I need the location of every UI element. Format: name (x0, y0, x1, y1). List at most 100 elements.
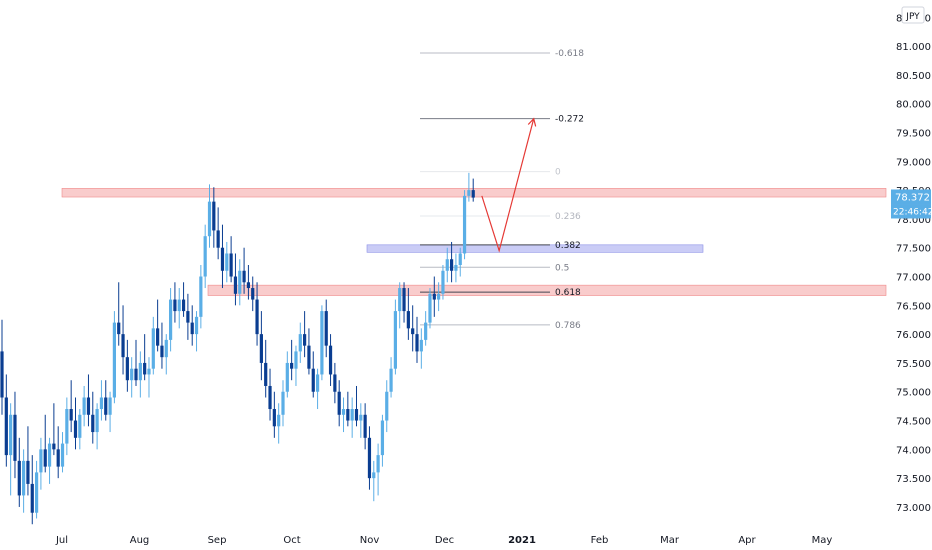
candle (359, 403, 363, 438)
candle-body (108, 397, 112, 415)
candle-body (13, 414, 17, 461)
time-tick-label: Apr (738, 535, 756, 546)
candle-body (294, 351, 298, 369)
candle (130, 357, 134, 398)
candle-body (471, 190, 475, 198)
candle (134, 339, 138, 386)
candle (385, 380, 389, 433)
candle (324, 299, 328, 358)
fib-level-label: 0.618 (555, 288, 581, 298)
candle (233, 253, 238, 306)
red-zone[interactable] (207, 284, 887, 296)
time-tick-label: Nov (360, 535, 380, 546)
candle (277, 403, 281, 444)
candle-body (207, 201, 212, 237)
candle-body (462, 195, 467, 254)
candle-body (0, 351, 4, 398)
candle (437, 282, 441, 312)
candle (424, 311, 428, 346)
candle (441, 265, 445, 300)
candle (177, 288, 181, 329)
candle-body (246, 282, 251, 289)
time-axis[interactable]: Jul Aug Sep Oct Nov Dec 2021 Feb Mar Apr May (55, 535, 832, 546)
last-price-marker: 78.372 22:46:42 (891, 189, 932, 219)
candle-body (199, 276, 203, 317)
candle-body (99, 397, 104, 410)
candle-body (290, 362, 294, 369)
candle-body (143, 362, 147, 375)
bar-countdown: 22:46:42 (893, 207, 932, 217)
candle-body (52, 443, 56, 450)
candle (467, 172, 471, 202)
candle-body (39, 449, 43, 473)
candle (86, 374, 91, 427)
projection-path[interactable] (481, 118, 535, 253)
candle (402, 282, 406, 323)
countdown-tag (891, 204, 931, 219)
candle-body (449, 259, 454, 271)
fib-level-label: -0.618 (555, 49, 584, 59)
candle-body (104, 397, 108, 415)
candle (30, 455, 34, 525)
candle (454, 253, 458, 283)
candle-body (181, 299, 186, 312)
candle (22, 449, 26, 513)
time-tick-label: Feb (591, 535, 609, 546)
price-axis[interactable]: 73.000 73.500 74.000 74.500 75.000 75.500 76.0… (896, 13, 931, 514)
candle-body (147, 368, 151, 375)
last-price-value: 78.372 (895, 192, 930, 203)
candle-body (437, 293, 441, 300)
candle (445, 247, 449, 283)
candle (117, 282, 121, 346)
candle-body (194, 316, 199, 335)
candle-body (30, 483, 34, 513)
candle-body (298, 334, 302, 352)
candle (415, 316, 419, 363)
time-tick-label: Oct (283, 535, 300, 546)
candle (350, 397, 354, 438)
candle-body (285, 362, 289, 392)
candle (56, 426, 60, 479)
candle-body (220, 247, 225, 271)
candle-body (363, 414, 367, 438)
price-tick-label: 74.500 (896, 417, 931, 428)
time-tick-label: Jul (55, 535, 68, 546)
candle-body (177, 299, 181, 312)
candle-body (156, 328, 160, 346)
candle (311, 351, 315, 398)
candle-body (125, 357, 129, 381)
candle (181, 282, 186, 317)
candle (354, 385, 359, 427)
candle-body (78, 414, 82, 438)
candle-body (315, 374, 320, 392)
projection-arrow[interactable] (481, 117, 537, 253)
fibonacci-retracement[interactable]: -0.618 -0.272 0 0.236 0.382 0.5 0.618 0.786 (420, 49, 584, 331)
candle-body (311, 368, 315, 392)
candle-body (372, 472, 376, 479)
candle-body (47, 443, 52, 467)
support-resistance-zones[interactable] (61, 188, 887, 296)
candle-body (432, 293, 436, 300)
candle-body (95, 409, 99, 433)
candle (272, 391, 276, 438)
candle (462, 190, 467, 260)
candle-body (203, 236, 207, 277)
candle (212, 187, 216, 248)
candle (173, 282, 177, 323)
price-tick-label: 75.500 (896, 359, 931, 370)
candle (307, 328, 311, 375)
candle-body (398, 288, 402, 312)
candle-body (259, 334, 263, 363)
candle-body (186, 311, 190, 323)
candle-body (337, 391, 341, 415)
blue-zone[interactable] (366, 244, 704, 253)
candle (376, 443, 380, 496)
candle-body (190, 322, 194, 335)
currency-badge[interactable]: JPY (901, 6, 925, 24)
candle-body (160, 345, 164, 358)
candle-body (324, 311, 328, 346)
candle-body (402, 288, 406, 312)
candle (320, 305, 324, 381)
candle-body (134, 368, 138, 381)
